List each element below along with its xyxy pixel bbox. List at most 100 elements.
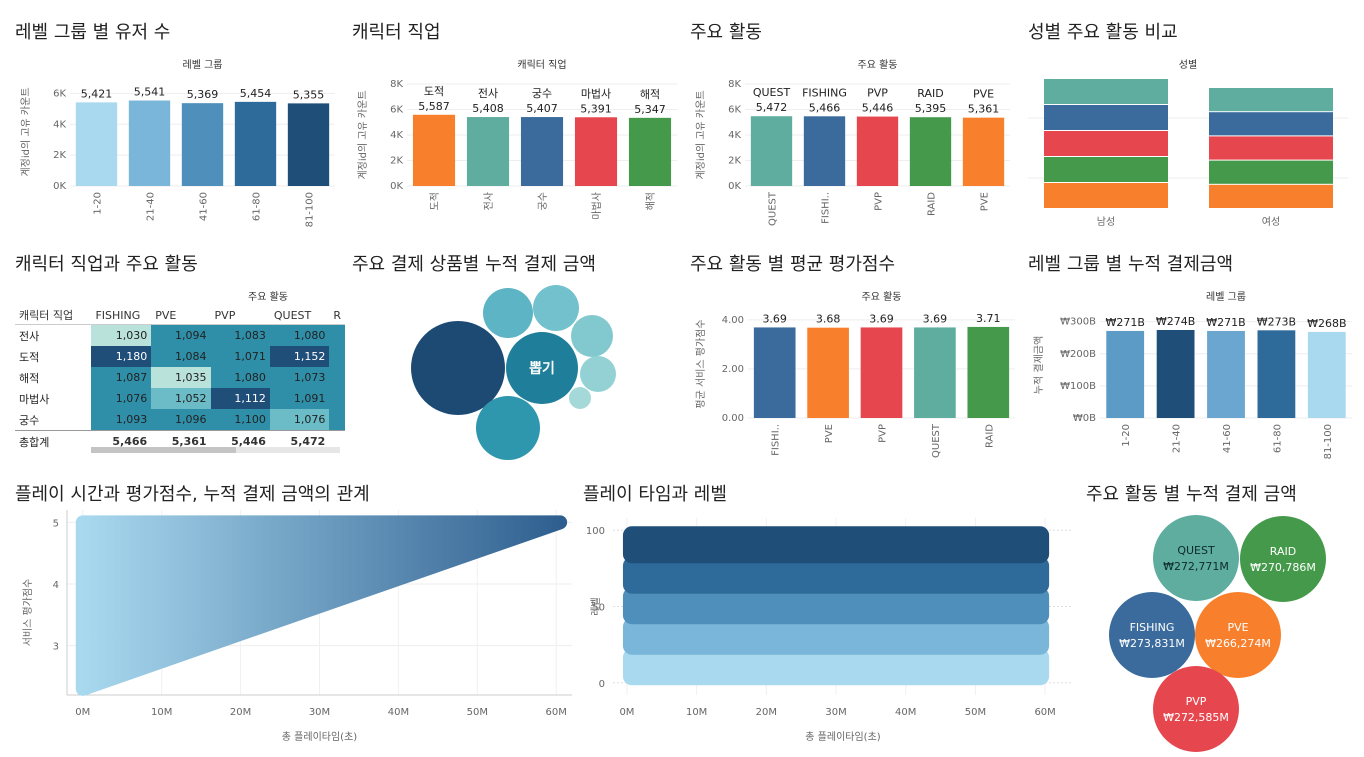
column-header: FISHING bbox=[91, 306, 152, 325]
bar-category-label: 도적 bbox=[424, 85, 444, 98]
bar bbox=[909, 117, 952, 186]
total-cell: 5,446 bbox=[210, 430, 270, 452]
bar-value-label: 5,466 bbox=[809, 101, 841, 114]
heatmap-scrollbar[interactable] bbox=[91, 447, 340, 453]
y-tick-label: 2K bbox=[728, 156, 741, 167]
heat-cell: 1,052 bbox=[151, 388, 211, 409]
scatter-band bbox=[622, 556, 1050, 594]
stack-segment-quest bbox=[1209, 88, 1333, 112]
table-row: 궁수 1,093 1,096 1,100 1,076 bbox=[15, 409, 345, 431]
total-cell-clipped bbox=[329, 430, 345, 452]
y-tick-label: 8K bbox=[390, 79, 403, 90]
chart-level-payment: 레벨 그룹 ₩0B ₩100B ₩200B ₩300B 누적 결제금액 ₩271B 1-20 ₩… bbox=[1033, 291, 1352, 459]
y-axis-label: 서비스 평가점수 bbox=[22, 579, 34, 647]
bar-value-label: 5,541 bbox=[134, 86, 166, 99]
x-tick-label: 41-60 bbox=[199, 192, 210, 221]
column-header: QUEST bbox=[269, 306, 330, 325]
x-axis-label: 총 플레이타임(초) bbox=[282, 730, 357, 743]
bar bbox=[181, 103, 224, 186]
total-cell: 5,466 bbox=[91, 430, 152, 452]
x-tick-label: 20M bbox=[756, 707, 777, 718]
panel-title: 플레이 시간과 평가점수, 누적 결제 금액의 관계 bbox=[15, 484, 370, 505]
stack-segment-raid bbox=[1044, 157, 1168, 182]
bubble-name: FISHING bbox=[1130, 621, 1175, 634]
x-tick-label: 60M bbox=[546, 707, 567, 718]
x-tick-label: PVP bbox=[878, 424, 889, 443]
panel-activity: 주요 활동 주요 활동 0K 2K 4K 6K 8K 계정id의 고유 카운트 5,472 QU… bbox=[690, 18, 1020, 233]
bar bbox=[962, 117, 1005, 186]
bubble-name: PVP bbox=[1186, 695, 1207, 708]
bubble bbox=[483, 288, 533, 338]
heat-cell-clipped bbox=[329, 367, 345, 388]
chart-header: 캐릭터 직업 bbox=[517, 58, 566, 71]
x-tick-label: PVP bbox=[874, 192, 885, 211]
y-tick-label: 50 bbox=[592, 603, 605, 614]
bar bbox=[1207, 330, 1245, 418]
column-header: PVE bbox=[151, 306, 211, 325]
total-cell: 5,361 bbox=[151, 430, 211, 452]
bar-value-label: 3.71 bbox=[976, 312, 1001, 325]
bar-category-label: PVE bbox=[973, 88, 994, 101]
panel-class: 캐릭터 직업 캐릭터 직업 0K 2K 4K 6K 8K 계정id의 고유 카운트 5,587… bbox=[352, 18, 682, 233]
x-tick-label: QUEST bbox=[768, 191, 779, 226]
y-tick-label: 6K bbox=[390, 105, 403, 116]
heat-cell: 1,071 bbox=[210, 346, 270, 367]
stack-segment-pve bbox=[1209, 184, 1333, 208]
panel-title: 레벨 그룹 별 누적 결제금액 bbox=[1028, 254, 1234, 275]
x-tick-label: 0M bbox=[75, 707, 90, 718]
stack-segment-pvp bbox=[1044, 131, 1168, 156]
y-tick-label: 2K bbox=[390, 156, 403, 167]
x-tick-label: 21-40 bbox=[146, 192, 157, 221]
table-row: 전사 1,030 1,094 1,083 1,080 bbox=[15, 324, 345, 346]
bar-value-label: 5,587 bbox=[418, 100, 450, 113]
bubble bbox=[571, 315, 613, 357]
bar-value-label: ₩274B bbox=[1156, 315, 1195, 328]
x-tick-label: 남성 bbox=[1097, 216, 1115, 228]
y-tick-label: 6K bbox=[53, 88, 66, 99]
panel-title: 캐릭터 직업 bbox=[352, 22, 441, 43]
y-tick-label: ₩100B bbox=[1060, 381, 1096, 392]
panel-class-activity: 캐릭터 직업과 주요 활동 주요 활동 캐릭터 직업 FISHING PVE PVP Q… bbox=[15, 250, 345, 460]
bubble-pve bbox=[1195, 592, 1281, 678]
y-tick-label: 2K bbox=[53, 150, 66, 161]
y-axis-label: 계정id의 고유 카운트 bbox=[20, 87, 32, 176]
panel-activity-payment: 주요 활동 별 누적 결제 금액 QUEST ₩272,771M RAID ₩270,… bbox=[1086, 480, 1356, 755]
y-tick-label: 0K bbox=[53, 181, 66, 192]
bar bbox=[128, 100, 171, 186]
bubble-value: ₩266,274M bbox=[1205, 637, 1271, 650]
x-tick-label: 해적 bbox=[644, 192, 657, 210]
bar bbox=[750, 116, 793, 186]
y-tick-label: 6K bbox=[728, 105, 741, 116]
stack-segment-pvp bbox=[1209, 136, 1333, 160]
heat-cell: 1,076 bbox=[91, 388, 152, 409]
bubble bbox=[569, 387, 591, 409]
x-tick-label: 21-40 bbox=[1172, 424, 1183, 453]
heat-cell: 1,030 bbox=[91, 324, 152, 346]
bar-category-label: PVP bbox=[867, 87, 888, 100]
row-label: 도적 bbox=[19, 350, 40, 364]
heat-cell: 1,073 bbox=[269, 367, 330, 388]
x-tick-label: 여성 bbox=[1262, 216, 1280, 228]
y-tick-label: ₩200B bbox=[1060, 349, 1096, 360]
heat-cell: 1,080 bbox=[269, 324, 330, 346]
bar bbox=[466, 117, 510, 186]
bubble bbox=[411, 321, 505, 415]
bubble bbox=[506, 332, 578, 404]
bar-category-label: 해적 bbox=[640, 87, 660, 101]
table-row: 도적 1,180 1,084 1,071 1,152 bbox=[15, 346, 345, 367]
panel-level-users: 레벨 그룹 별 유저 수 레벨 그룹 0K 2K 4K 6K 계정id의 고유 카운트 5,… bbox=[15, 18, 345, 233]
panel-title: 성별 주요 활동 비교 bbox=[1028, 22, 1178, 43]
row-label: 전사 bbox=[19, 329, 40, 343]
bar bbox=[856, 116, 899, 186]
bar bbox=[520, 117, 564, 186]
y-tick-label: 4K bbox=[390, 130, 403, 141]
scatter-band bbox=[622, 648, 1050, 686]
y-axis-label: 계정id의 고유 카운트 bbox=[695, 90, 707, 179]
x-tick-label: 40M bbox=[388, 707, 409, 718]
row-label: 마법사 bbox=[19, 392, 50, 406]
panel-level-payment: 레벨 그룹 별 누적 결제금액 레벨 그룹 ₩0B ₩100B ₩200B ₩300B 누… bbox=[1028, 250, 1358, 465]
heat-cell-clipped bbox=[329, 388, 345, 409]
bubble-raid bbox=[1240, 516, 1326, 602]
y-axis-label: 평균 서비스 평가점수 bbox=[695, 319, 707, 408]
